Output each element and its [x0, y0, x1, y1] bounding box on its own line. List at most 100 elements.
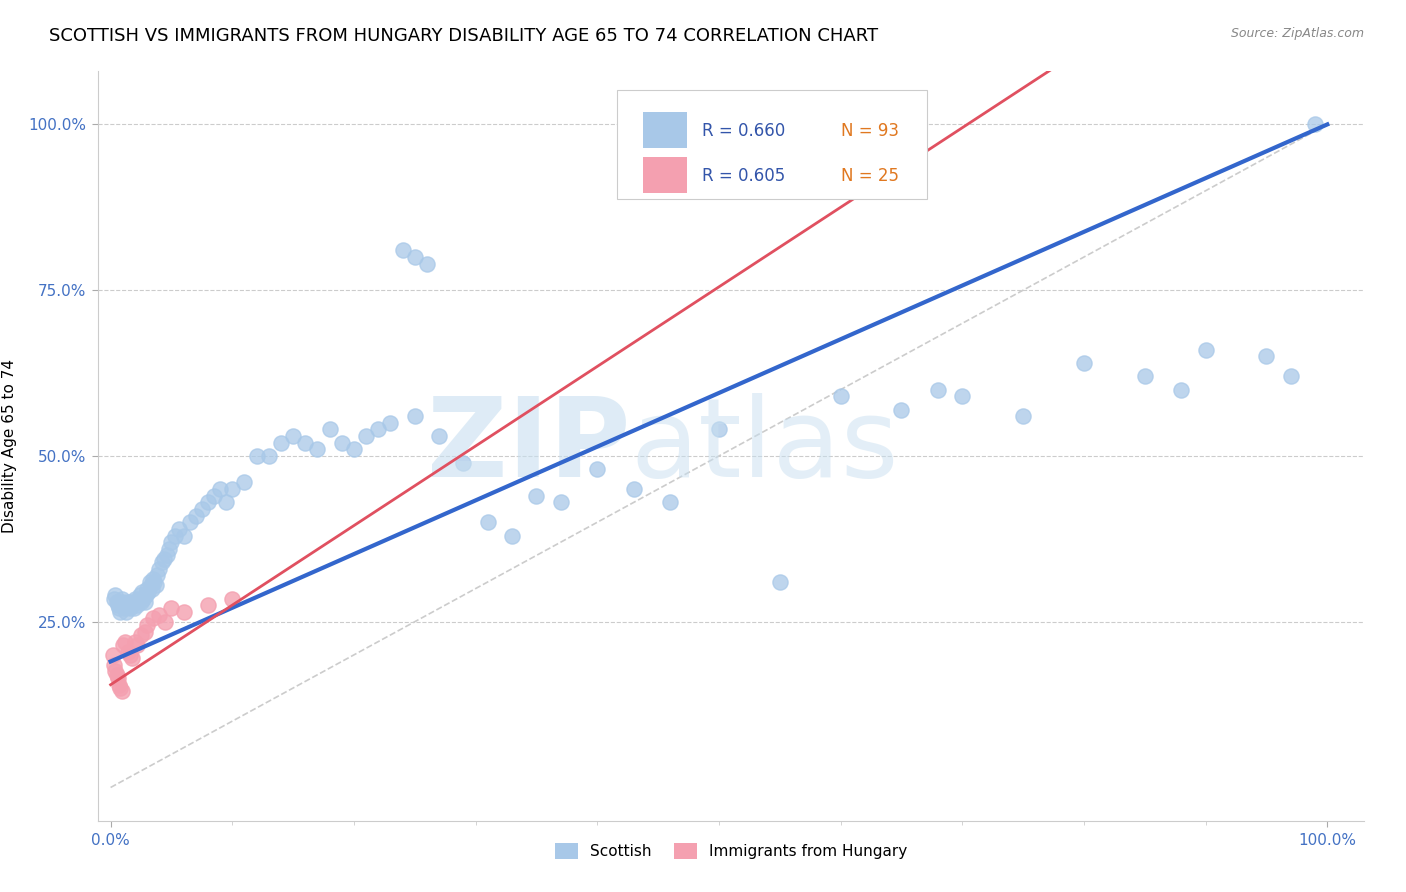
Point	[427, 429, 450, 443]
Point	[134, 595, 156, 609]
Point	[129, 595, 152, 609]
Text: R = 0.660: R = 0.660	[702, 122, 786, 140]
Point	[104, 665, 127, 679]
Point	[101, 648, 124, 662]
Point	[160, 535, 183, 549]
Point	[197, 598, 219, 612]
Point	[233, 475, 256, 490]
Point	[501, 528, 523, 542]
Point	[120, 648, 141, 662]
Point	[197, 495, 219, 509]
Point	[477, 515, 499, 529]
Point	[157, 541, 180, 556]
Point	[526, 489, 548, 503]
Point	[125, 595, 148, 609]
Y-axis label: Disability Age 65 to 74: Disability Age 65 to 74	[1, 359, 17, 533]
Point	[110, 684, 132, 698]
Text: N = 93: N = 93	[841, 122, 900, 140]
Point	[117, 644, 139, 658]
Point	[121, 598, 143, 612]
Point	[550, 495, 572, 509]
Point	[623, 482, 645, 496]
Text: ZIP: ZIP	[426, 392, 630, 500]
Point	[416, 257, 439, 271]
Point	[1303, 117, 1326, 131]
Point	[160, 601, 183, 615]
Point	[830, 389, 852, 403]
Point	[142, 611, 165, 625]
Point	[103, 657, 125, 672]
Point	[107, 598, 129, 612]
Point	[1012, 409, 1035, 424]
Point	[127, 638, 149, 652]
Point	[1170, 383, 1192, 397]
Point	[404, 409, 426, 424]
Point	[145, 578, 167, 592]
Point	[108, 678, 131, 692]
Point	[138, 574, 160, 589]
Point	[115, 605, 138, 619]
Point	[118, 598, 141, 612]
Point	[112, 598, 135, 612]
Point	[146, 568, 169, 582]
Point	[367, 422, 389, 436]
Point	[354, 429, 377, 443]
Point	[707, 422, 730, 436]
Point	[110, 591, 132, 606]
Point	[221, 482, 243, 496]
Point	[769, 574, 792, 589]
Point	[318, 422, 340, 436]
Point	[150, 555, 173, 569]
Point	[215, 495, 238, 509]
Point	[142, 572, 165, 586]
Point	[124, 591, 146, 606]
Point	[135, 588, 157, 602]
Point	[134, 624, 156, 639]
Point	[136, 618, 159, 632]
Point	[127, 598, 149, 612]
Point	[105, 667, 128, 681]
Point	[179, 515, 201, 529]
Point	[114, 601, 136, 615]
Point	[128, 591, 150, 606]
Point	[129, 628, 152, 642]
Point	[330, 435, 353, 450]
Point	[391, 244, 413, 258]
Point	[404, 250, 426, 264]
Point	[103, 591, 125, 606]
Point	[586, 462, 609, 476]
Point	[1279, 369, 1302, 384]
Point	[890, 402, 912, 417]
Point	[148, 608, 170, 623]
Point	[1256, 350, 1278, 364]
Point	[307, 442, 329, 457]
Point	[139, 578, 162, 592]
Point	[1133, 369, 1156, 384]
Point	[165, 528, 187, 542]
Point	[143, 574, 166, 589]
Text: R = 0.605: R = 0.605	[702, 168, 786, 186]
Point	[111, 638, 134, 652]
Point	[132, 591, 155, 606]
Point	[121, 651, 143, 665]
Point	[155, 549, 177, 563]
Point	[1194, 343, 1216, 357]
Point	[380, 416, 402, 430]
Point	[191, 502, 214, 516]
Point	[659, 495, 682, 509]
Point	[110, 681, 132, 695]
Point	[927, 383, 949, 397]
Point	[294, 435, 316, 450]
Point	[173, 605, 195, 619]
Point	[105, 595, 128, 609]
Point	[245, 449, 267, 463]
Point	[270, 435, 292, 450]
Point	[202, 489, 225, 503]
Point	[343, 442, 366, 457]
Point	[173, 528, 195, 542]
Point	[141, 582, 163, 596]
Legend: Scottish, Immigrants from Hungary: Scottish, Immigrants from Hungary	[548, 838, 914, 865]
Bar	[643, 112, 686, 148]
Point	[107, 671, 129, 685]
Point	[108, 601, 131, 615]
